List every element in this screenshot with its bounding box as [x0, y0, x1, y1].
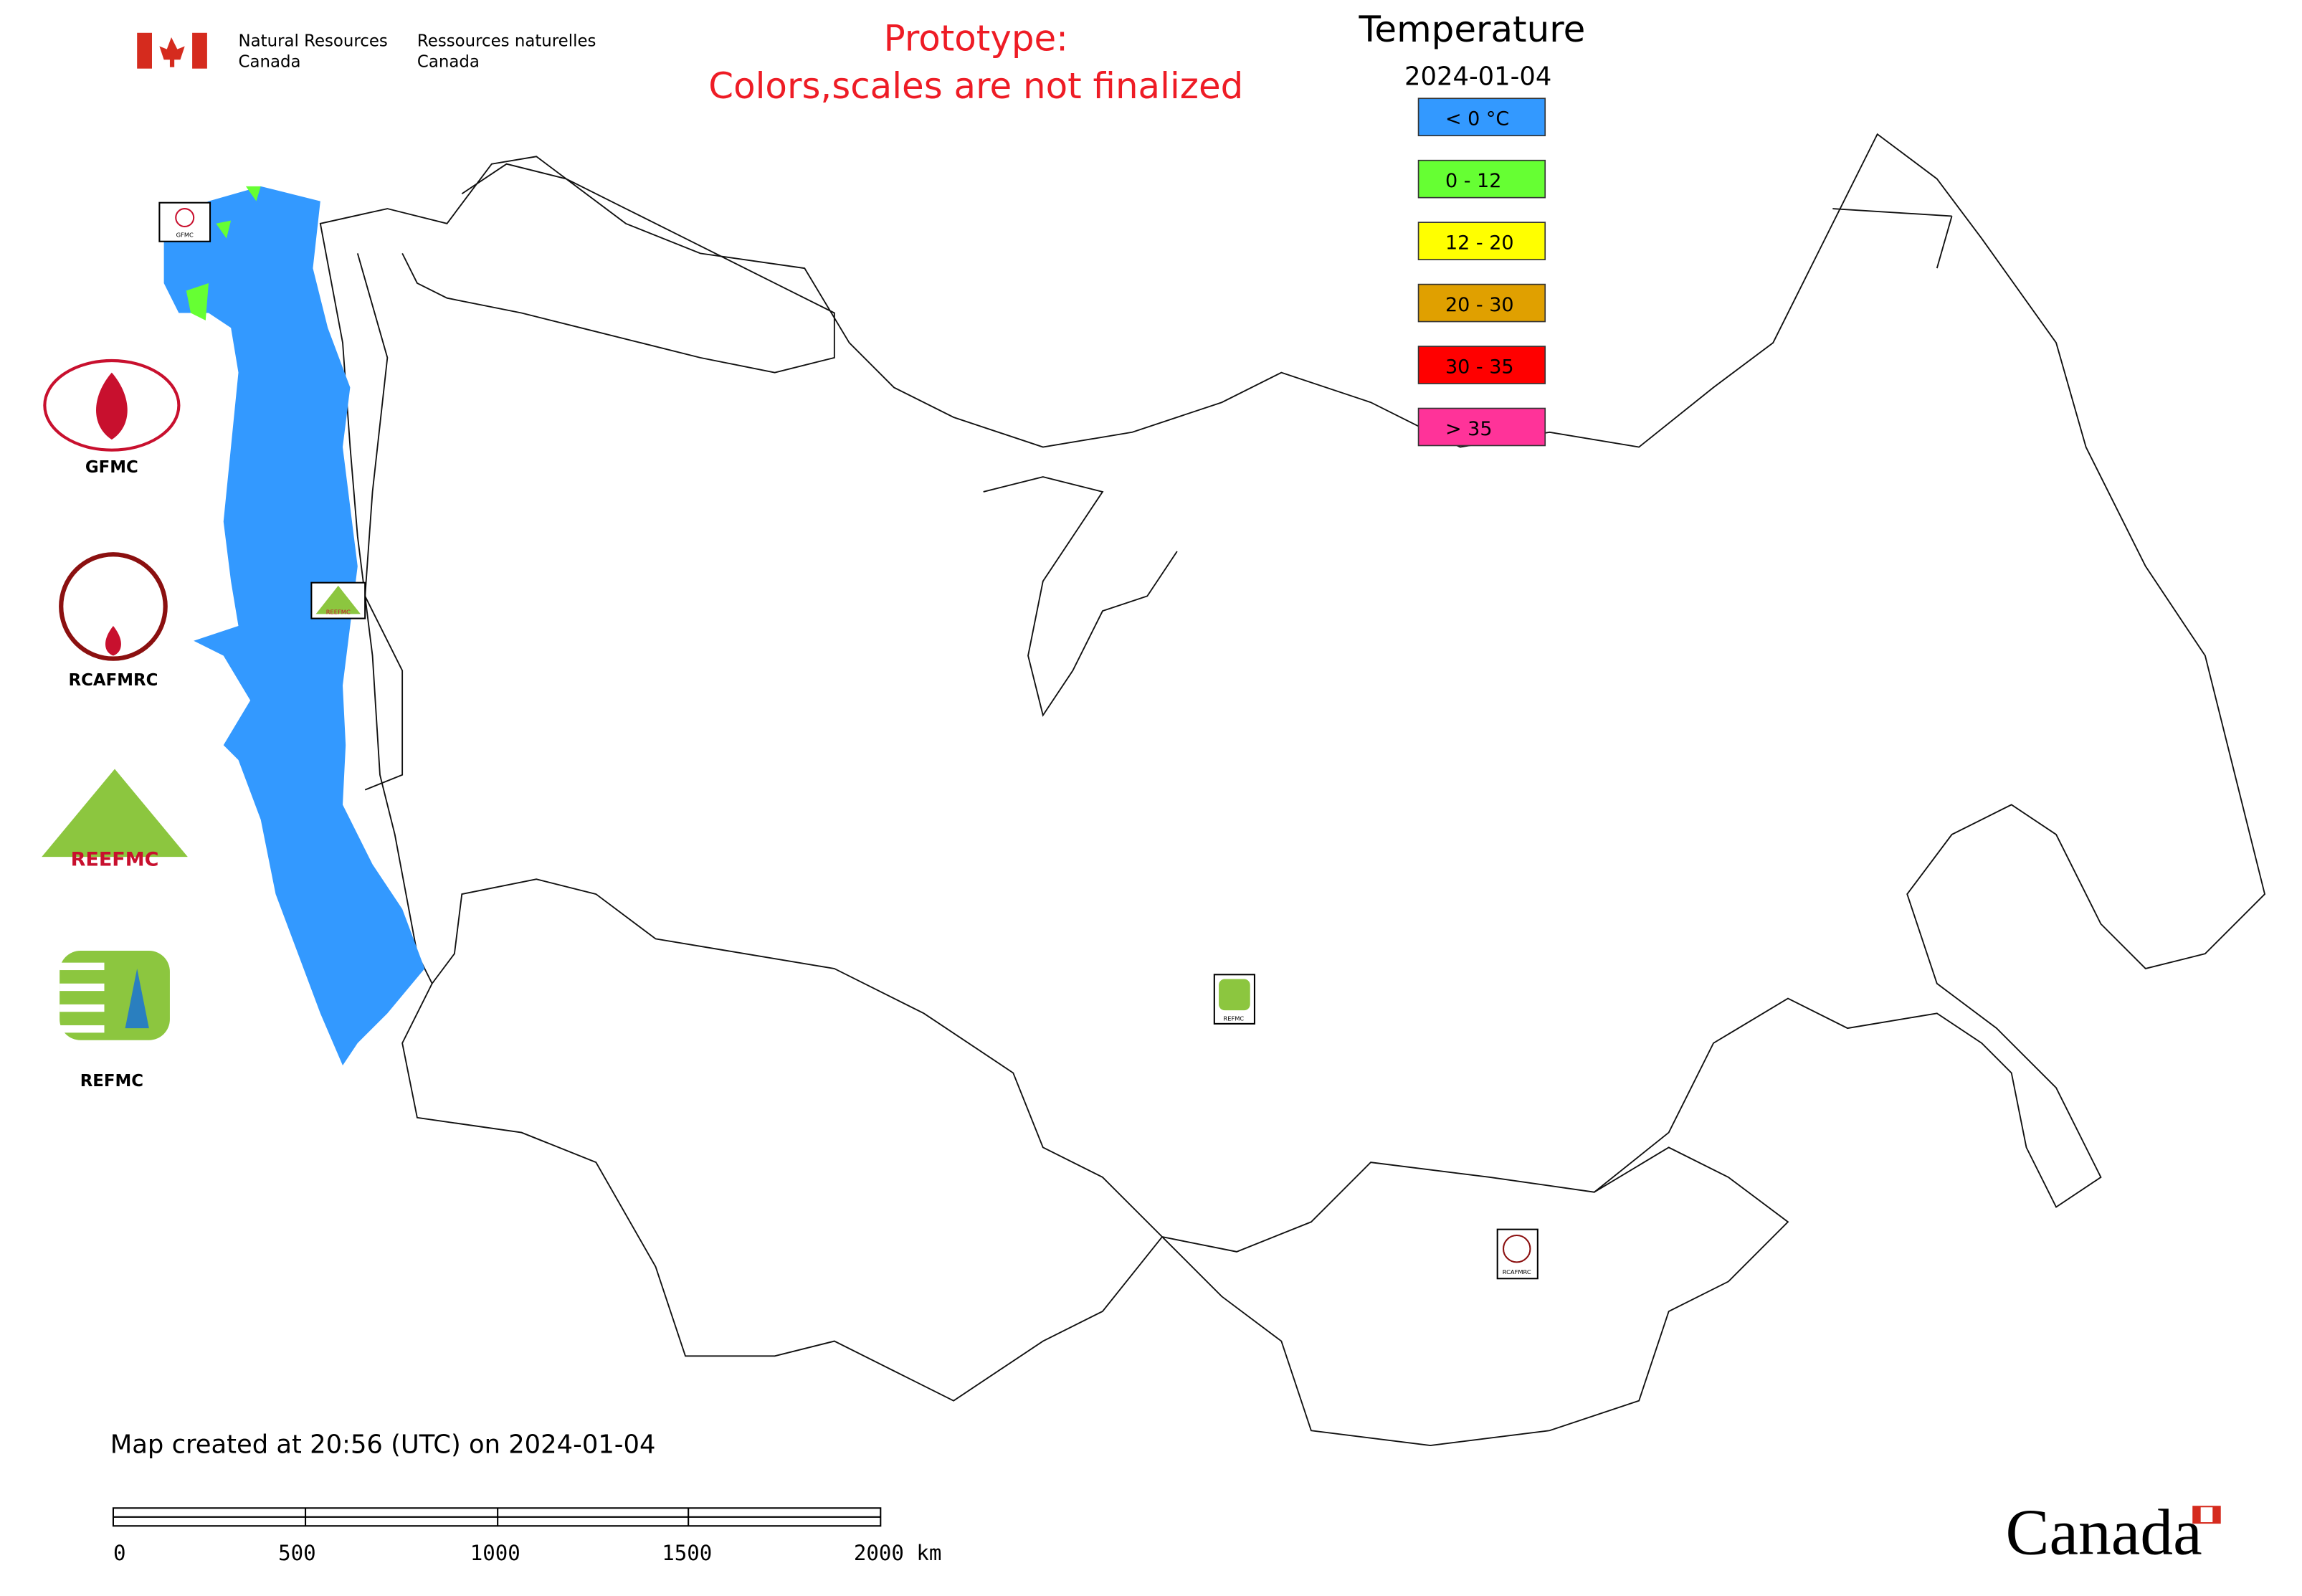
legend-title: Temperature [1358, 9, 1585, 50]
legend-swatch [1417, 346, 1546, 384]
scale-label: 1500 [662, 1541, 712, 1565]
marker-label: REEFMC [326, 608, 351, 615]
wordmark: Canada [2005, 1496, 2202, 1569]
notice: Prototype: [884, 18, 1068, 60]
temperature-coverage [163, 186, 425, 1066]
agency-en: Canada [239, 53, 301, 72]
logo-label: GFMC [85, 458, 138, 477]
side-logos: GFMC RCAFMRC REEFMC REFMC [42, 358, 188, 1091]
agency-fr: Canada [417, 53, 480, 72]
scale-label: 2000 km [854, 1541, 942, 1565]
agency-en: Natural Resources [239, 32, 388, 50]
legend: < 0 °C 0 - 12 12 - 20 20 - 30 30 - 35 > 35 [1417, 98, 1546, 447]
logo-label: RCAFMRC [69, 671, 158, 690]
legend-swatch [1417, 159, 1546, 199]
scale-label: 1000 [470, 1541, 520, 1565]
country-outlines [319, 133, 2266, 1446]
legend-swatch [1417, 222, 1546, 260]
marker-label: REFMC [1223, 1015, 1244, 1022]
legend-label: > 35 [1445, 418, 1493, 440]
notice: Colors,scales are not finalized [708, 65, 1243, 107]
canada-wordmark: Canada [2005, 1496, 2221, 1569]
legend-swatch [1417, 407, 1546, 447]
legend-label: 0 - 12 [1445, 170, 1501, 192]
logo-label: REFMC [80, 1072, 143, 1091]
legend-date: 2024-01-04 [1404, 62, 1551, 92]
marker-label: GFMC [176, 232, 194, 239]
agency-signature: Natural Resources Canada Ressources natu… [137, 32, 596, 72]
legend-swatch [1417, 98, 1546, 137]
map-markers: GFMC REEFMC REFMC RCAFMRC [158, 201, 1538, 1280]
scale-label: 500 [278, 1541, 316, 1565]
legend-label: 20 - 30 [1445, 294, 1514, 316]
mild-patch [186, 186, 261, 320]
legend-label: 12 - 20 [1445, 232, 1514, 255]
logo-label: REEFMC [71, 849, 159, 871]
marker-label: RCAFMRC [1503, 1268, 1531, 1276]
agency-fr: Ressources naturelles [417, 32, 596, 50]
legend-swatch [1417, 283, 1546, 323]
scale-label: 0 [113, 1541, 126, 1565]
legend-label: 30 - 35 [1445, 356, 1514, 378]
scale-bar: 0 500 1000 1500 2000 km [112, 1507, 942, 1565]
legend-label: < 0 °C [1445, 108, 1509, 130]
creation-note: Map created at 20:56 (UTC) on 2024-01-04 [110, 1430, 656, 1459]
